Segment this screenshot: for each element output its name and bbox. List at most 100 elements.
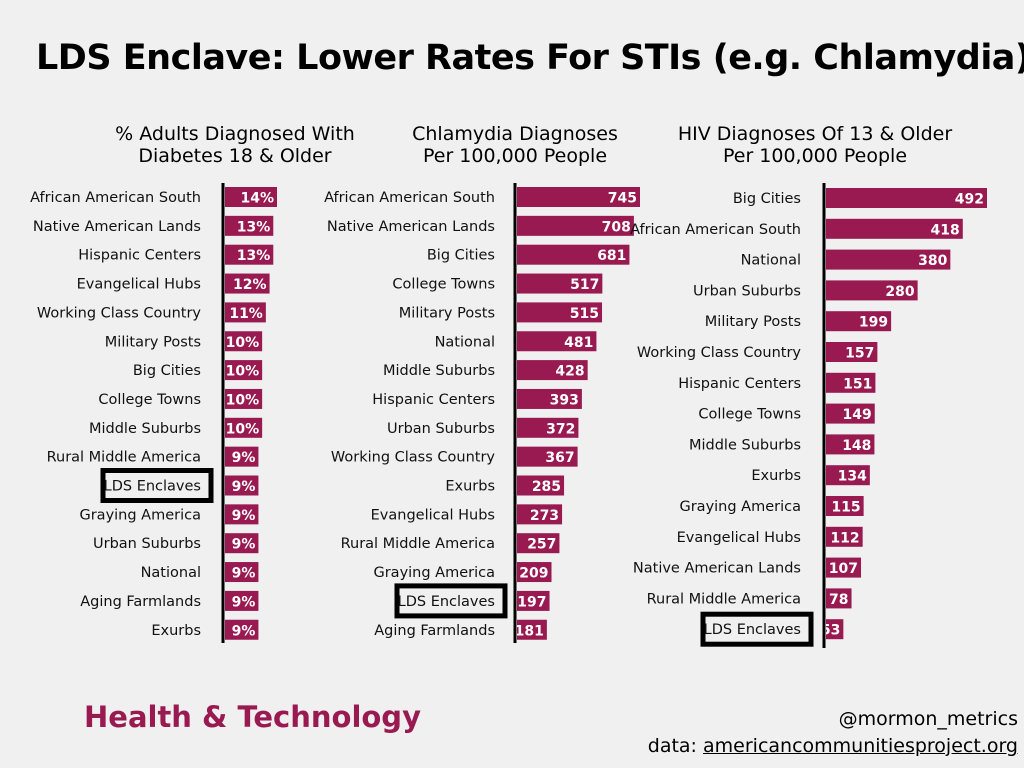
category-label: Hispanic Centers (78, 248, 201, 264)
category-label: National (141, 565, 201, 581)
data-label: 9% (232, 450, 256, 466)
category-label: Hispanic Centers (372, 392, 495, 408)
chart-title-line: Chlamydia Diagnoses (412, 123, 618, 145)
data-label: 11% (229, 306, 263, 322)
category-label: African American South (630, 222, 801, 238)
bar (826, 342, 878, 362)
category-label: Exurbs (151, 623, 201, 639)
highlight-box (700, 611, 814, 647)
data-label: 10% (226, 392, 260, 408)
chart-title-line: % Adults Diagnosed With (115, 123, 355, 145)
category-label: Native American Lands (33, 219, 201, 235)
data-label: 10% (226, 421, 260, 437)
data-label: 393 (550, 392, 579, 408)
highlight-box (100, 468, 214, 503)
data-label: 492 (955, 192, 984, 208)
data-label: 107 (829, 561, 858, 577)
category-label: Urban Suburbs (93, 536, 201, 552)
data-label: 10% (226, 335, 260, 351)
data-label: 280 (885, 284, 914, 300)
bar (225, 244, 274, 265)
category-label: Military Posts (105, 334, 201, 350)
category-label: Native American Lands (327, 219, 495, 235)
category-label: LDS Enclaves (704, 622, 801, 638)
data-label: 14% (240, 191, 274, 207)
data-label: 681 (597, 248, 626, 264)
data-label: 13% (237, 219, 271, 235)
data-label: 197 (517, 594, 546, 610)
bar (826, 588, 852, 609)
bar (826, 619, 844, 640)
category-label: African American South (324, 190, 495, 206)
bar (225, 446, 259, 467)
bar (517, 475, 565, 496)
category-label: Graying America (79, 507, 201, 523)
category-label: Rural Middle America (647, 591, 801, 607)
category-label: Exurbs (751, 468, 801, 484)
bar (225, 302, 266, 323)
category-label: Middle Suburbs (383, 363, 495, 379)
chart-title-line: HIV Diagnoses Of 13 & Older (678, 123, 952, 145)
bar (225, 475, 259, 496)
data-label: 112 (830, 530, 859, 546)
category-label: College Towns (98, 392, 201, 408)
data-label: 273 (530, 508, 559, 524)
bar (826, 218, 963, 239)
bar (517, 331, 597, 352)
highlight-box (394, 583, 508, 619)
bar (517, 302, 603, 323)
category-label: Urban Suburbs (693, 283, 801, 299)
category-label: Aging Farmlands (374, 623, 495, 639)
category-label: LDS Enclaves (104, 479, 201, 495)
data-label: 428 (555, 364, 584, 380)
category-label: Urban Suburbs (387, 421, 495, 437)
bar (517, 360, 588, 381)
data-label: 157 (845, 346, 874, 362)
category-label: College Towns (698, 407, 801, 423)
category-label: Graying America (679, 499, 801, 515)
data-label: 209 (519, 566, 548, 582)
category-label: African American South (30, 190, 201, 206)
bar (826, 188, 987, 208)
data-label: 78 (829, 592, 848, 608)
category-label: Big Cities (733, 191, 801, 207)
bar (826, 526, 863, 547)
data-label: 134 (838, 469, 867, 485)
bar (826, 311, 892, 332)
chart-title-line: Per 100,000 People (423, 145, 607, 167)
bar (225, 215, 274, 236)
data-label: 9% (232, 623, 256, 639)
bar (225, 590, 259, 611)
source-prefix: data: (647, 735, 704, 757)
bar (826, 280, 918, 301)
category-label: Rural Middle America (47, 450, 201, 466)
bar (225, 331, 263, 352)
data-label: 481 (564, 335, 593, 351)
bar (517, 533, 560, 554)
category-label: Middle Suburbs (689, 437, 801, 453)
bar (225, 360, 263, 381)
data-label: 515 (570, 306, 599, 322)
author-handle: @mormon_metrics (838, 708, 1018, 730)
category-label: Evangelical Hubs (371, 507, 495, 523)
bar (225, 417, 263, 438)
data-label: 285 (532, 479, 561, 495)
bar (826, 372, 876, 393)
data-label: 9% (232, 508, 256, 524)
brand-label: Health & Technology (84, 700, 421, 734)
bar (517, 504, 563, 525)
source-link[interactable]: americancommunitiesproject.org (703, 735, 1018, 757)
chart-title-line: Per 100,000 People (723, 145, 907, 167)
main-title: LDS Enclave: Lower Rates For STIs (e.g. … (36, 38, 1024, 78)
bar (826, 249, 951, 270)
category-label: National (435, 334, 495, 350)
source-credit: data: americancommunitiesproject.org (648, 735, 1018, 757)
data-label: 12% (233, 277, 267, 293)
category-label: Working Class Country (637, 345, 802, 361)
category-label: Evangelical Hubs (677, 530, 801, 546)
data-label: 9% (232, 479, 256, 495)
bar (826, 434, 875, 455)
bar (517, 417, 579, 438)
category-label: College Towns (392, 277, 495, 293)
